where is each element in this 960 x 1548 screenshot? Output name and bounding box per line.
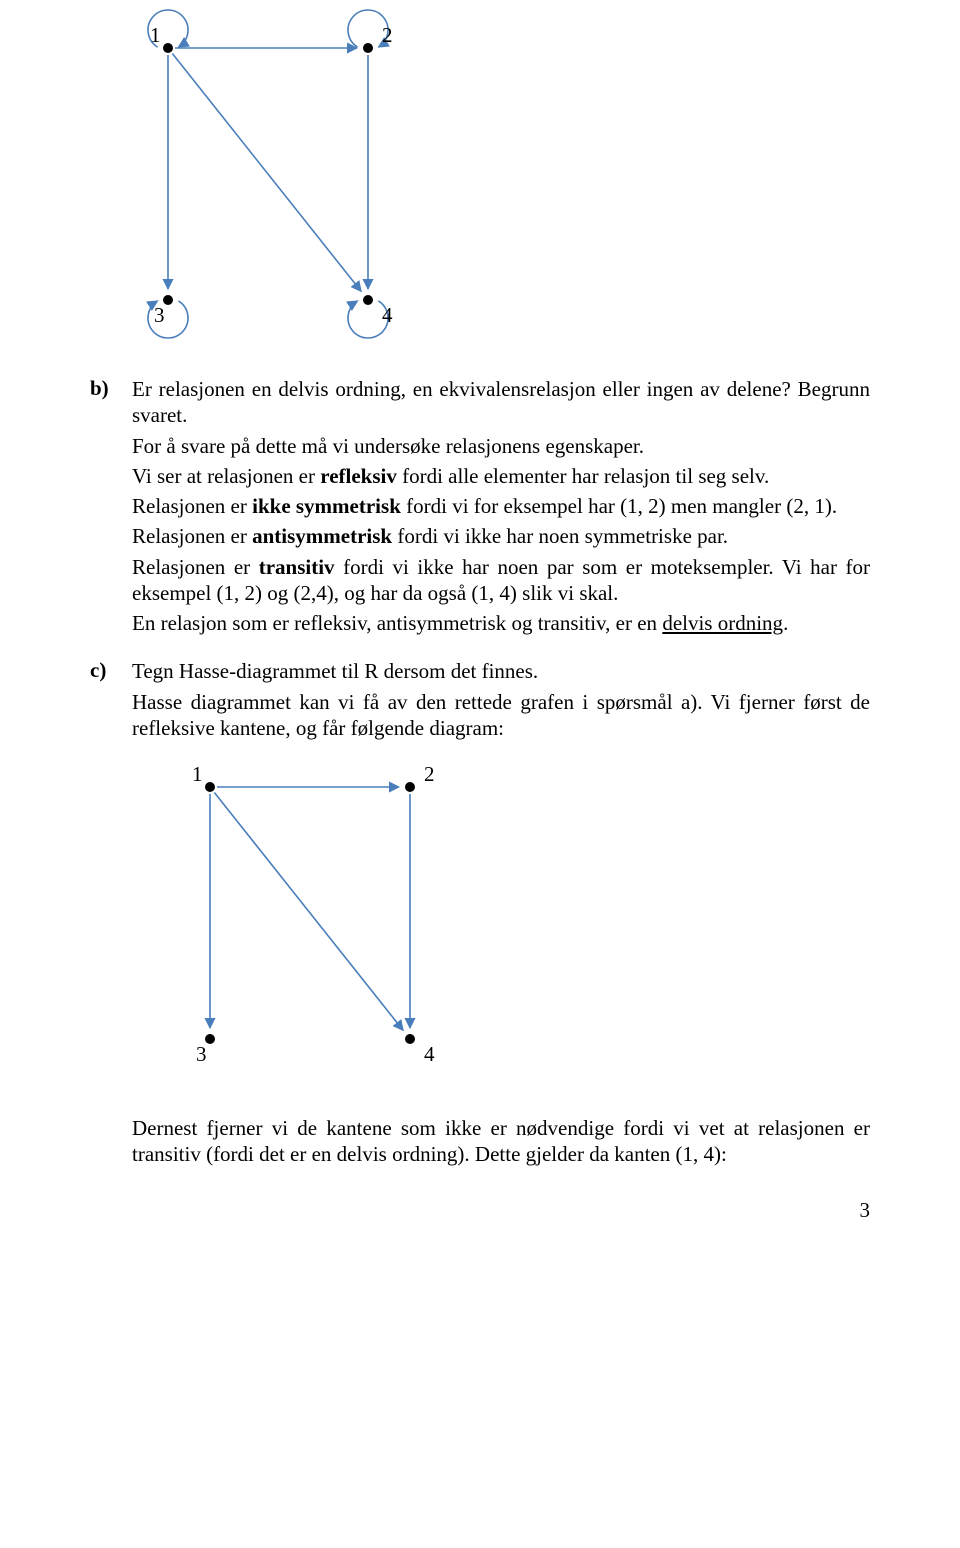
graph-1: 1 2 3 4	[110, 0, 870, 346]
item-c: c) Tegn Hasse-diagrammet til R dersom de…	[90, 658, 870, 1167]
b-line4: Relasjonen er antisymmetrisk fordi vi ik…	[132, 523, 870, 549]
b-line1: For å svare på dette må vi undersøke rel…	[132, 433, 870, 459]
svg-text:2: 2	[424, 762, 435, 786]
graph-1-svg: 1 2 3 4	[110, 0, 450, 340]
c-line2: Dernest fjerner vi de kantene som ikke e…	[132, 1115, 870, 1168]
c-line1: Hasse diagrammet kan vi få av den retted…	[132, 689, 870, 742]
item-b: b) Er relasjonen en delvis ordning, en e…	[90, 376, 870, 636]
item-c-label: c)	[90, 658, 132, 683]
b-line6: En relasjon som er refleksiv, antisymmet…	[132, 610, 870, 636]
svg-text:4: 4	[424, 1042, 435, 1066]
graph-2-svg: 1 2 3 4	[152, 759, 492, 1079]
b-line5: Relasjonen er transitiv fordi vi ikke ha…	[132, 554, 870, 607]
graph-2: 1 2 3 4	[152, 759, 870, 1085]
page-number: 3	[90, 1198, 870, 1223]
b-line3: Relasjonen er ikke symmetrisk fordi vi f…	[132, 493, 870, 519]
svg-text:1: 1	[150, 23, 161, 47]
b-question: Er relasjonen en delvis ordning, en ekvi…	[132, 376, 870, 429]
svg-text:3: 3	[154, 303, 165, 327]
svg-text:4: 4	[382, 303, 393, 327]
svg-text:1: 1	[192, 762, 203, 786]
c-question: Tegn Hasse-diagrammet til R dersom det f…	[132, 658, 870, 684]
svg-text:2: 2	[382, 23, 393, 47]
item-b-label: b)	[90, 376, 132, 401]
b-line2: Vi ser at relasjonen er refleksiv fordi …	[132, 463, 870, 489]
svg-text:3: 3	[196, 1042, 207, 1066]
